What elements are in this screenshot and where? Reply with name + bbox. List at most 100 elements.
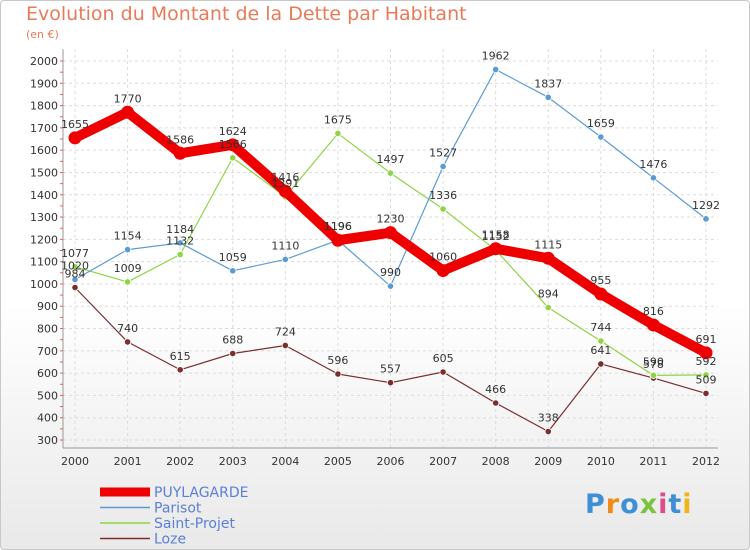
data-point-parisot bbox=[597, 133, 605, 141]
data-label: 1336 bbox=[429, 189, 457, 202]
data-point-puylagarde bbox=[278, 184, 292, 198]
data-label: 509 bbox=[696, 373, 717, 386]
axes: 300 400 500 600 700 800 900 1000 1100 1200 1300 140… bbox=[30, 49, 720, 468]
y-tick-label: 1600 bbox=[30, 144, 58, 157]
data-label: 816 bbox=[643, 305, 664, 318]
data-label: 1527 bbox=[429, 146, 457, 159]
x-tick-label: 2004 bbox=[271, 455, 299, 468]
data-label: 1115 bbox=[534, 238, 562, 251]
data-label: 1655 bbox=[61, 118, 89, 131]
data-point-puylagarde bbox=[121, 105, 135, 119]
grid-lines bbox=[63, 49, 718, 448]
data-point-saint-projet bbox=[439, 205, 447, 213]
data-point-saint-projet bbox=[649, 371, 658, 379]
data-label: 1152 bbox=[482, 230, 510, 243]
data-label: 1196 bbox=[324, 220, 352, 233]
data-label: 1020 bbox=[61, 259, 89, 272]
data-point-puylagarde bbox=[541, 251, 555, 265]
data-label: 990 bbox=[380, 266, 401, 279]
y-tick-label: 1400 bbox=[30, 189, 58, 202]
data-label: 1292 bbox=[692, 199, 720, 212]
data-label: 590 bbox=[643, 355, 664, 368]
data-label: 1566 bbox=[219, 138, 247, 151]
y-tick-label: 1500 bbox=[30, 166, 58, 179]
data-point-loze bbox=[439, 368, 447, 376]
data-point-saint-projet bbox=[176, 250, 184, 259]
data-point-saint-projet bbox=[386, 169, 395, 177]
data-point-loze bbox=[492, 399, 500, 407]
data-label: 1391 bbox=[271, 177, 299, 190]
x-tick-label: 2006 bbox=[377, 455, 405, 468]
data-point-parisot bbox=[176, 239, 184, 247]
data-label: 1077 bbox=[61, 247, 89, 260]
legend-label: Saint-Projet bbox=[154, 516, 235, 532]
x-tick-label: 2003 bbox=[219, 455, 247, 468]
y-tick-label: 1800 bbox=[30, 100, 58, 113]
data-label: 466 bbox=[485, 383, 506, 396]
data-label: 984 bbox=[65, 268, 86, 281]
data-point-parisot bbox=[492, 65, 500, 74]
data-label: 592 bbox=[696, 355, 717, 368]
data-label: 1586 bbox=[166, 133, 194, 146]
data-point-saint-projet bbox=[334, 129, 342, 138]
x-tick-label: 2007 bbox=[429, 455, 457, 468]
data-point-loze bbox=[281, 341, 289, 350]
data-point-puylagarde bbox=[594, 287, 608, 301]
y-tick-label: 1000 bbox=[30, 278, 58, 291]
data-point-saint-projet bbox=[597, 337, 605, 345]
data-label: 688 bbox=[222, 333, 243, 346]
y-tick-label: 1100 bbox=[30, 256, 58, 269]
data-label: 1110 bbox=[271, 239, 299, 252]
data-point-saint-projet bbox=[544, 303, 552, 312]
x-tick-label: 2001 bbox=[114, 455, 142, 468]
data-point-parisot bbox=[386, 282, 395, 290]
data-label: 1060 bbox=[429, 251, 457, 264]
y-tick-label: 600 bbox=[37, 367, 58, 380]
data-point-loze bbox=[597, 360, 605, 368]
data-point-loze bbox=[334, 370, 342, 378]
proxiti-logo: Proxiti bbox=[585, 489, 693, 520]
data-label: 691 bbox=[696, 333, 717, 346]
data-label: 1184 bbox=[166, 223, 194, 236]
data-label: 338 bbox=[538, 412, 559, 425]
data-label: 615 bbox=[170, 350, 191, 363]
logo-letter: x bbox=[639, 489, 659, 520]
data-label: 894 bbox=[538, 288, 559, 301]
logo-letter: i bbox=[682, 489, 693, 520]
y-tick-label: 2000 bbox=[30, 55, 58, 68]
x-tick-label: 2005 bbox=[324, 455, 352, 468]
y-tick-label: 1700 bbox=[30, 122, 58, 135]
data-label: 1132 bbox=[166, 235, 194, 248]
data-point-puylagarde bbox=[646, 318, 660, 332]
logo-letter: P bbox=[585, 489, 606, 520]
legend-label: Parisot bbox=[154, 501, 202, 517]
data-label: 744 bbox=[590, 321, 611, 334]
x-tick-label: 2011 bbox=[639, 455, 667, 468]
data-point-puylagarde bbox=[489, 242, 503, 256]
data-label: 955 bbox=[590, 274, 611, 287]
y-tick-label: 400 bbox=[37, 412, 58, 425]
data-label: 1196 bbox=[324, 220, 352, 233]
data-point-parisot bbox=[281, 255, 289, 264]
data-label: 724 bbox=[275, 325, 296, 338]
y-tick-label: 900 bbox=[37, 300, 58, 313]
data-point-loze bbox=[386, 379, 395, 387]
data-label: 1416 bbox=[271, 171, 299, 184]
data-point-loze bbox=[123, 338, 132, 346]
data-label: 1770 bbox=[114, 92, 142, 105]
data-label: 1009 bbox=[114, 262, 142, 275]
x-tick-label: 2008 bbox=[482, 455, 510, 468]
x-tick-label: 2000 bbox=[61, 455, 89, 468]
data-point-puylagarde bbox=[384, 226, 397, 240]
data-point-parisot bbox=[229, 267, 237, 275]
x-tick-label: 2010 bbox=[587, 455, 615, 468]
data-point-puylagarde bbox=[68, 131, 82, 145]
x-tick-label: 2012 bbox=[692, 455, 720, 468]
data-label: 1659 bbox=[587, 117, 615, 130]
data-label: 740 bbox=[117, 322, 138, 335]
logo-letter: t bbox=[668, 489, 683, 520]
y-tick-label: 800 bbox=[37, 323, 58, 336]
data-label: 578 bbox=[643, 358, 664, 371]
